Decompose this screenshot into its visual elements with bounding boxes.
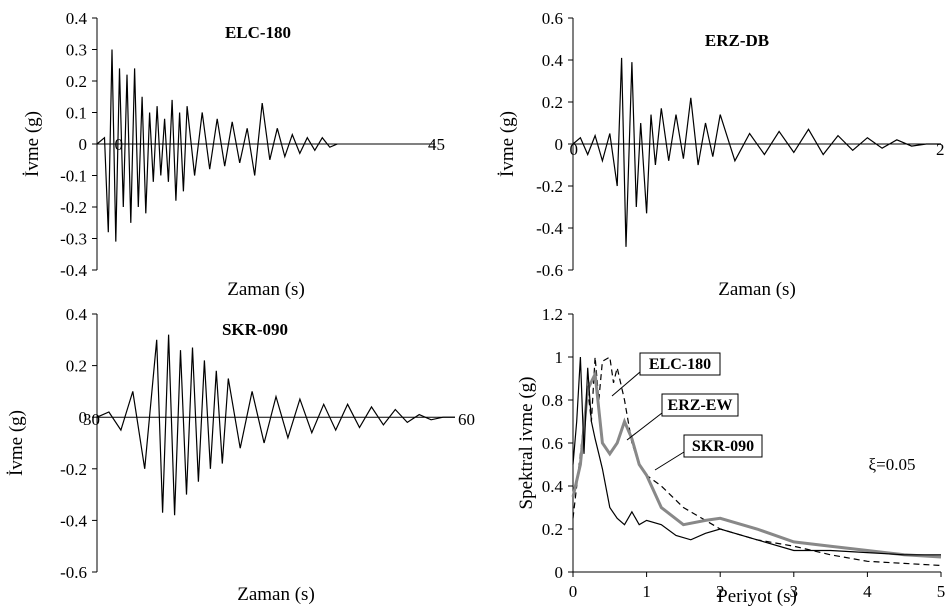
legend-label: SKR-090 — [692, 438, 754, 455]
y-tick-label: -0.3 — [60, 230, 87, 249]
chart-erz-db: 0.6 0.4 0.2 0 -0.2 -0.4 -0.6 0 25 ERZ-DB Zaman (s)… — [497, 9, 945, 300]
chart-response-spectrum: 1.2 1 0.8 0.6 0.4 0.2 00 1 2 3 4 5 Periyot (s) Spektr… — [516, 305, 945, 607]
y-tick-label: 0.1 — [66, 104, 87, 123]
x-tick-label: 5 — [937, 582, 945, 601]
y-tick-label: 0.4 — [542, 477, 564, 496]
chart-skr-090: 0.4 0.2 0 -0.2 -0.4 -0.6 30 60 SKR-090 Zaman (s) İ… — [6, 305, 475, 605]
y-tick-label: 0.4 — [66, 9, 88, 28]
series-line-trace-0 — [96, 49, 338, 242]
x-axis-title: Zaman (s) — [237, 584, 315, 605]
y-tick-label: 0.8 — [542, 391, 563, 410]
x-min-label: 0 — [115, 135, 124, 154]
legend-label: ERZ-EW — [668, 397, 733, 414]
legend-box — [639, 352, 721, 376]
y-axis-title: Spektral ivme (g) — [516, 377, 537, 510]
y-tick-label: 0 — [79, 135, 88, 154]
y-tick-label: 1.2 — [542, 305, 563, 324]
x-tick-label: 4 — [863, 582, 872, 601]
y-axis-title: İvme (g) — [6, 410, 27, 476]
x-tick-label: 2 — [716, 582, 725, 601]
y-tick-label: 0.2 — [542, 520, 563, 539]
y-tick-label: 0.4 — [542, 51, 564, 70]
chart-title: ELC-180 — [225, 23, 291, 42]
y-tick-label: -0.4 — [536, 219, 563, 238]
y-tick-label: 0.2 — [66, 72, 87, 91]
y-tick-label: 0 — [555, 563, 564, 582]
x-axis-title: Zaman (s) — [227, 279, 305, 300]
y-tick-label: 1 — [555, 348, 564, 367]
y-tick-label: 0 — [555, 135, 564, 154]
x-min-label: 0 — [570, 140, 579, 159]
y-tick-label: 0.3 — [66, 41, 87, 60]
y-tick-label: 0.6 — [542, 434, 563, 453]
y-tick-label: -0.1 — [60, 167, 87, 186]
y-tick-label: 0 — [79, 408, 88, 427]
series-line-erz-ew — [571, 368, 942, 559]
y-tick-label: -0.2 — [60, 460, 87, 479]
x-max-label: 60 — [458, 410, 475, 429]
y-tick-label: -0.4 — [60, 511, 87, 530]
legend-box — [661, 393, 739, 417]
x-max-label: 45 — [428, 135, 445, 154]
y-tick-label: 0.2 — [542, 93, 563, 112]
legend-leader-line — [654, 451, 685, 471]
y-tick-label: 0.4 — [66, 305, 88, 324]
y-tick-label: -0.6 — [60, 563, 87, 582]
y-axis-title: İvme (g) — [497, 111, 518, 177]
legend-label: ELC-180 — [649, 356, 711, 373]
y-tick-label: -0.2 — [536, 177, 563, 196]
legend-leader-line — [611, 371, 641, 397]
y-tick-label: -0.4 — [60, 261, 87, 280]
series-line-trace-0 — [96, 334, 455, 516]
x-tick-label: 3 — [790, 582, 799, 601]
damping-annotation: ξ=0.05 — [869, 455, 916, 474]
x-min-label: 30 — [83, 410, 100, 429]
x-tick-label: 1 — [642, 582, 651, 601]
y-tick-label: 0.6 — [542, 9, 563, 28]
x-axis-title: Zaman (s) — [718, 279, 796, 300]
chart-title: SKR-090 — [222, 320, 288, 339]
series-line-skr-090 — [572, 356, 941, 556]
x-axis-title: Periyot (s) — [717, 586, 797, 607]
y-tick-label: -0.2 — [60, 198, 87, 217]
y-tick-label: -0.6 — [536, 261, 563, 280]
chart-elc-180: 0.4 0.3 0.2 0.1 0 -0.1 -0.2 -0.3 -0.4 0 45 ELC-180 Z… — [22, 9, 445, 300]
legend-box — [683, 434, 763, 458]
y-tick-label: 0.2 — [66, 357, 87, 376]
x-tick-label: 0 — [569, 582, 578, 601]
series-line-trace-0 — [572, 57, 941, 247]
y-axis-title: İvme (g) — [22, 111, 43, 177]
x-max-label: 25 — [936, 140, 945, 159]
chart-title: ERZ-DB — [705, 31, 769, 50]
legend-leader-line — [626, 412, 663, 441]
